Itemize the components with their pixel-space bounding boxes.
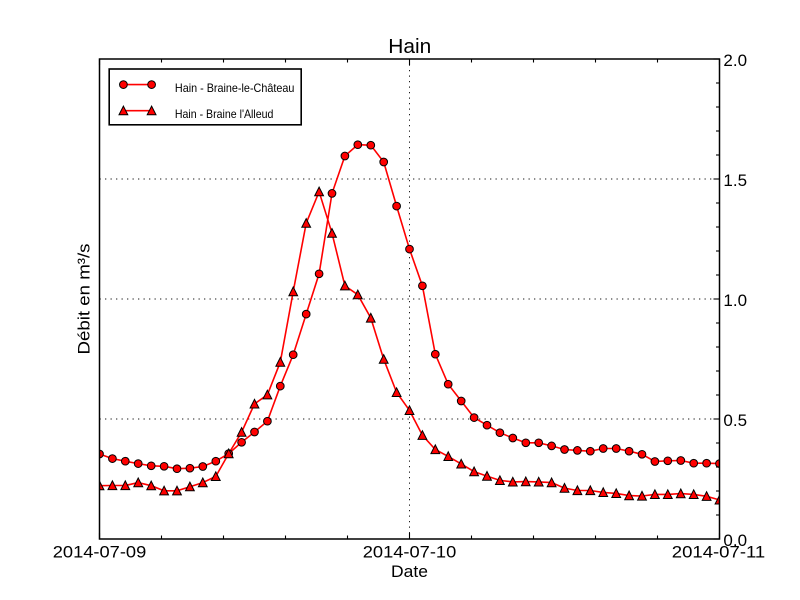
svg-text:2014-07-10: 2014-07-10	[363, 543, 457, 562]
svg-text:0.5: 0.5	[723, 411, 747, 430]
svg-text:1.5: 1.5	[723, 171, 747, 190]
svg-text:Hain: Hain	[388, 35, 431, 58]
svg-text:Date: Date	[391, 562, 428, 581]
svg-text:2.0: 2.0	[723, 51, 747, 70]
svg-text:1.0: 1.0	[723, 291, 747, 310]
svg-text:Hain - Braine l'Alleud: Hain - Braine l'Alleud	[175, 108, 274, 121]
svg-text:2014-07-09: 2014-07-09	[53, 543, 147, 562]
svg-text:0.0: 0.0	[723, 531, 747, 550]
svg-text:2014-07-11: 2014-07-11	[672, 543, 766, 562]
svg-text:Débit en m³/s: Débit en m³/s	[75, 244, 94, 355]
svg-text:Hain - Braine-le-Château: Hain - Braine-le-Château	[175, 82, 295, 95]
